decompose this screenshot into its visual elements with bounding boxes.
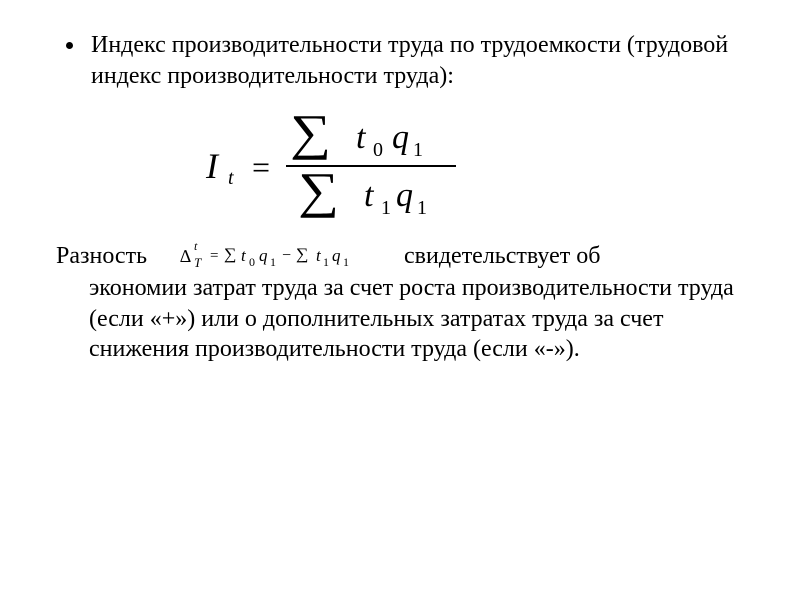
inline-t2-sub: 1	[323, 255, 329, 270]
inline-q1: q	[259, 245, 268, 267]
bullet-item: Индекс производительности труда по трудо…	[56, 30, 744, 91]
inline-t1-sub: 0	[249, 255, 255, 270]
inline-formula: ∆ t T = ∑ t 0 q 1 − ∑ t 1 q 1	[180, 241, 390, 271]
num-t-sub: 0	[373, 139, 383, 162]
delta-sup: t	[194, 239, 197, 254]
para2-rest: экономии затрат труда за счет роста прои…	[89, 273, 744, 365]
den-q-sub: 1	[417, 197, 427, 220]
num-q: q	[392, 119, 409, 157]
inline-q1-sub: 1	[270, 255, 276, 270]
inline-minus: −	[282, 246, 291, 266]
formula-lhs-I: I	[206, 145, 218, 187]
num-t: t	[356, 119, 365, 157]
delta-sub: T	[194, 255, 201, 272]
inline-eq: =	[210, 247, 218, 266]
den-t-sub: 1	[381, 197, 391, 220]
para2-after: свидетельствует об	[404, 243, 600, 269]
formula-equals: =	[252, 149, 270, 186]
inline-t2: t	[316, 245, 321, 267]
sigma-numerator-icon: ∑	[290, 103, 331, 161]
bullet-dot-icon	[66, 42, 73, 49]
inline-q2-sub: 1	[343, 255, 349, 270]
den-t: t	[364, 177, 373, 215]
den-q: q	[396, 177, 413, 215]
bullet-text: Индекс производительности труда по трудо…	[91, 30, 744, 91]
sigma-denominator-icon: ∑	[298, 161, 339, 219]
formula-lhs-sub-t: t	[228, 167, 234, 190]
inline-t1: t	[241, 245, 246, 267]
slide: Индекс производительности труда по трудо…	[0, 0, 800, 600]
inline-sigma-2-icon: ∑	[296, 245, 309, 265]
para2-lead: Разность	[56, 241, 174, 272]
num-q-sub: 1	[413, 139, 423, 162]
main-formula: I t = ∑ t 0 q 1 ∑ t 1 q 1	[206, 109, 744, 219]
inline-q2: q	[332, 245, 341, 267]
paragraph-2: Разность ∆ t T = ∑ t 0 q 1 − ∑ t 1 q 1 с…	[56, 241, 744, 272]
delta-icon: ∆	[180, 245, 191, 268]
inline-sigma-1-icon: ∑	[224, 245, 237, 265]
